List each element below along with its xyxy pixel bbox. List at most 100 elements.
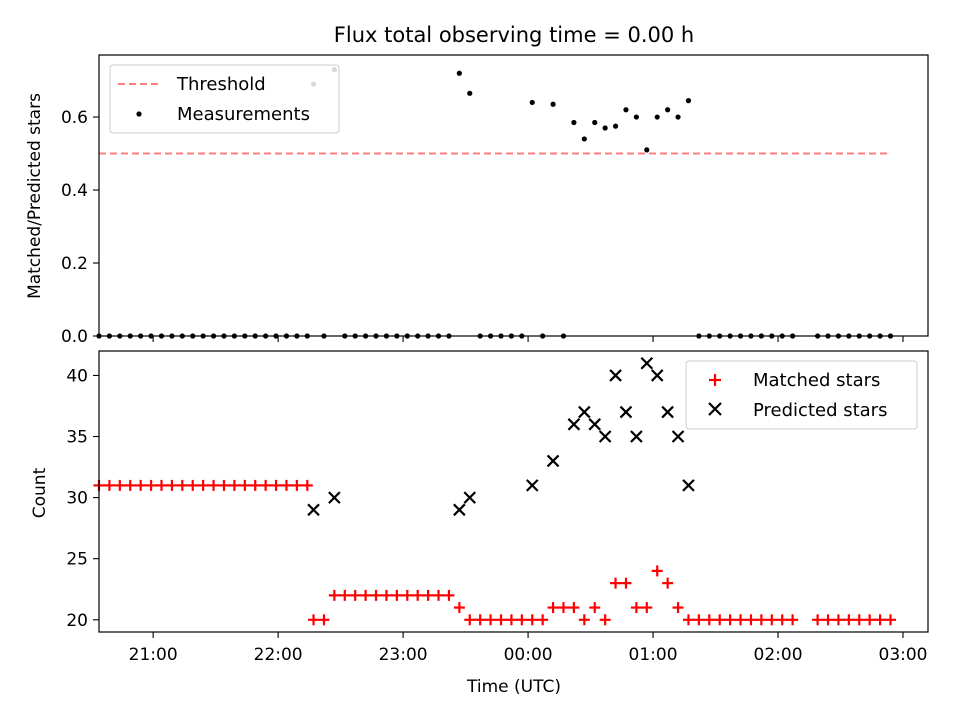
matched-star-point	[308, 614, 320, 626]
matched-star-point	[433, 589, 445, 601]
x-tick-label: 01:00	[629, 645, 678, 665]
matched-star-point	[474, 614, 486, 626]
matched-star-point	[672, 602, 684, 614]
y-tick-label: 30	[66, 489, 88, 509]
matched-star-point	[714, 614, 726, 626]
measurement-point	[550, 101, 556, 107]
matched-star-point	[166, 479, 178, 491]
matched-star-point	[349, 589, 361, 601]
matched-star-point	[301, 479, 313, 491]
matched-star-point	[208, 479, 220, 491]
count-points	[93, 356, 897, 626]
top-legend: Threshold Measurements	[109, 64, 340, 134]
matched-star-point	[270, 479, 282, 491]
matched-star-point	[443, 589, 455, 601]
matched-star-point	[641, 602, 653, 614]
matched-star-point	[589, 602, 601, 614]
matched-star-point	[145, 479, 157, 491]
legend-measurements-swatch	[136, 111, 142, 117]
predicted-star-point	[630, 430, 643, 443]
matched-star-point	[874, 614, 886, 626]
measurement-point	[612, 123, 619, 129]
predicted-star-point	[619, 405, 633, 419]
measurement-point	[654, 114, 660, 120]
top-panel: 0.0 0.2 0.4 0.6 Matched/Predicted stars Thr…	[25, 54, 929, 347]
matched-star-point	[155, 479, 167, 491]
predicted-star-point	[588, 418, 602, 431]
measurement-point	[633, 114, 639, 120]
matched-star-point	[599, 614, 611, 626]
matched-star-point	[124, 479, 136, 491]
matched-star-point	[703, 614, 715, 626]
predicted-star-point	[661, 405, 674, 419]
legend-measurements-label: Measurements	[177, 104, 310, 125]
x-tick-label: 22:00	[254, 645, 303, 665]
matched-star-point	[864, 614, 876, 626]
x-tick-label: 03:00	[879, 645, 928, 665]
matched-star-point	[557, 602, 569, 614]
matched-star-point	[103, 479, 115, 491]
matched-star-point	[197, 479, 209, 491]
matched-star-point	[568, 602, 580, 614]
measurement-point	[571, 119, 577, 126]
matched-star-point	[547, 602, 559, 614]
matched-star-point	[412, 589, 424, 601]
matched-star-point	[537, 614, 549, 626]
matched-star-point	[822, 614, 834, 626]
measurement-point	[644, 147, 650, 153]
matched-star-point	[339, 589, 351, 601]
y-tick-label: 35	[66, 428, 88, 448]
matched-star-point	[370, 589, 382, 601]
measurement-point	[529, 99, 535, 106]
matched-star-point	[776, 614, 788, 626]
matched-star-point	[516, 614, 528, 626]
matched-star-point	[380, 589, 392, 601]
matched-star-point	[291, 479, 303, 491]
bottom-axes-frame	[98, 350, 929, 633]
matched-star-point	[218, 479, 230, 491]
x-tick-label: 02:00	[754, 645, 803, 665]
top-legend-box	[109, 64, 340, 134]
matched-star-point	[401, 589, 413, 601]
matched-star-point	[620, 577, 632, 589]
measurement-point	[665, 107, 671, 113]
matched-star-point	[693, 614, 705, 626]
measurement-point	[602, 125, 608, 131]
predicted-star-point	[328, 491, 341, 504]
top-y-axis-label: Matched/Predicted stars	[25, 93, 45, 299]
y-tick-label: 0.0	[61, 327, 88, 347]
y-tick-label: 0.6	[61, 108, 88, 128]
x-tick-label: 23:00	[379, 645, 428, 665]
matched-star-point	[360, 589, 372, 601]
matched-star-point	[578, 614, 590, 626]
matched-star-point	[260, 479, 272, 491]
matched-star-point	[662, 577, 674, 589]
matched-star-point	[391, 589, 403, 601]
measurement-point	[685, 98, 692, 104]
matched-star-point	[526, 614, 538, 626]
measurement-point	[592, 119, 598, 126]
predicted-star-point	[650, 369, 664, 382]
predicted-star-point	[525, 479, 539, 492]
matched-star-point	[832, 614, 844, 626]
matched-star-point	[724, 614, 736, 626]
matched-star-point	[135, 479, 147, 491]
predicted-star-point	[307, 503, 320, 517]
predicted-star-point	[578, 405, 591, 419]
matched-star-point	[885, 614, 897, 626]
matched-star-point	[766, 614, 778, 626]
x-tick-label: 21:00	[129, 645, 178, 665]
top-axes-ticks: 0.0 0.2 0.4 0.6	[61, 108, 904, 347]
legend-predicted-label: Predicted stars	[753, 400, 887, 421]
matched-star-point	[610, 577, 622, 589]
bottom-legend: Matched stars Predicted stars	[685, 360, 918, 430]
matched-star-point	[485, 614, 497, 626]
matched-star-point	[682, 614, 694, 626]
x-tick-label: 00:00	[504, 645, 553, 665]
matched-star-point	[745, 614, 757, 626]
y-tick-label: 0.4	[61, 181, 88, 201]
matched-star-point	[228, 479, 240, 491]
matched-star-point	[495, 614, 507, 626]
y-tick-label: 25	[66, 550, 88, 570]
